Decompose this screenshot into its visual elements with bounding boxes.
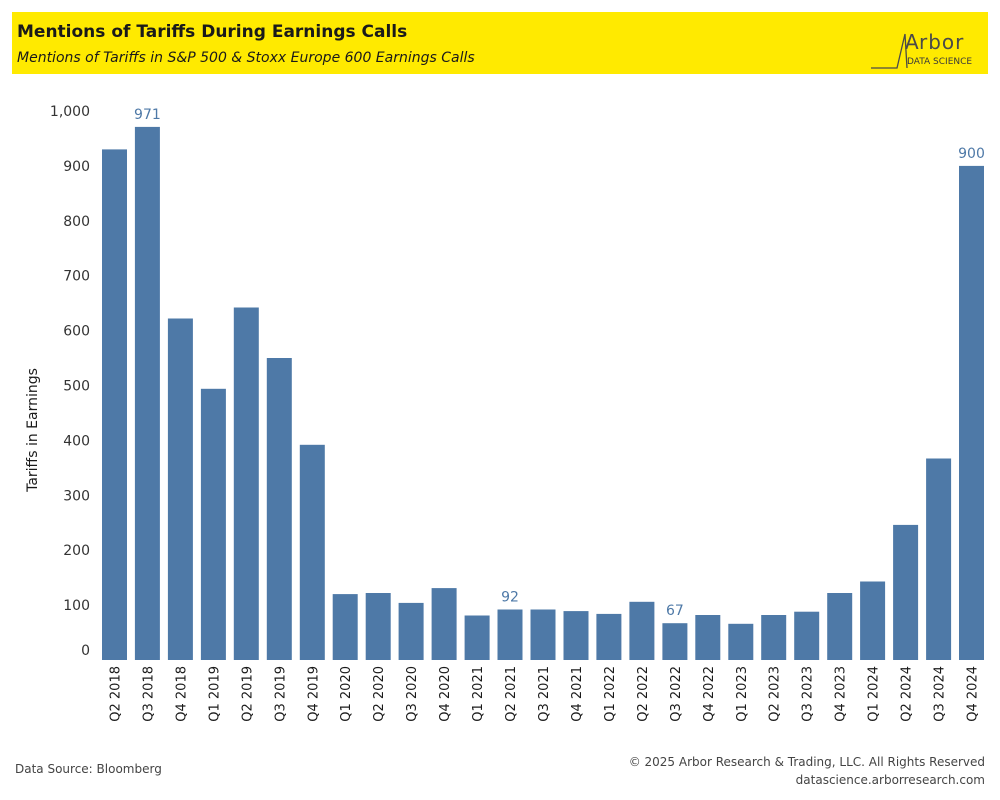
bar: [563, 611, 589, 660]
y-tick-label: 0: [81, 643, 90, 659]
bar: [827, 593, 853, 660]
bar: [365, 593, 391, 660]
chart-subtitle: Mentions of Tariffs in S&P 500 & Stoxx E…: [17, 50, 475, 66]
bar: [860, 581, 886, 660]
x-tick-label: Q1 2021: [471, 666, 486, 722]
bar: [332, 594, 358, 660]
bar: [794, 611, 820, 660]
bar: [926, 458, 952, 660]
data-source: Data Source: Bloomberg: [15, 762, 162, 776]
bar: [102, 149, 127, 660]
y-tick-label: 500: [63, 379, 90, 395]
x-tick-label: Q3 2020: [405, 666, 420, 722]
website-link[interactable]: datascience.arborresearch.com: [795, 773, 985, 787]
footer-credits: © 2025 Arbor Research & Trading, LLC. Al…: [629, 753, 985, 789]
x-tick-label: Q4 2022: [702, 666, 717, 722]
x-tick-label: Q2 2019: [240, 666, 255, 722]
x-tick-label: Q1 2024: [867, 666, 882, 722]
x-tick-label: Q2 2021: [504, 666, 519, 722]
x-tick-label: Q1 2020: [339, 666, 354, 722]
copyright-text: © 2025 Arbor Research & Trading, LLC. Al…: [628, 755, 985, 769]
bar: [431, 588, 457, 660]
bar: [497, 609, 523, 660]
arbor-logo: A rbor DATA SCIENCE: [871, 30, 972, 69]
y-tick-label: 300: [63, 488, 90, 504]
x-tick-label: Q2 2018: [109, 666, 124, 722]
data-label: 900: [958, 146, 985, 162]
x-tick-label: Q1 2022: [603, 666, 618, 722]
bar: [299, 444, 325, 660]
y-tick-label: 400: [63, 433, 90, 449]
bar-chart: Tariffs in Earnings 0 100 200 300 400 500 600 70…: [25, 104, 985, 722]
x-tick-label: Q4 2024: [966, 666, 981, 722]
x-tick-label: Q2 2022: [636, 666, 651, 722]
bar: [134, 126, 160, 660]
x-tick-label: Q3 2021: [537, 666, 552, 722]
data-label: 67: [666, 603, 684, 619]
header-banner: Mentions of Tariffs During Earnings Call…: [12, 12, 988, 74]
bar: [167, 318, 193, 660]
bar: [629, 601, 655, 660]
x-tick-label: Q1 2019: [207, 666, 222, 722]
bar: [530, 609, 556, 660]
bar: [695, 615, 721, 660]
x-tick-label: Q4 2019: [306, 666, 321, 722]
y-tick-label: 600: [63, 324, 90, 340]
y-tick-label: 700: [63, 269, 90, 285]
x-tick-label: Q3 2024: [933, 666, 948, 722]
x-tick-label: Q4 2020: [438, 666, 453, 722]
x-tick-label: Q3 2022: [669, 666, 684, 722]
x-tick-label: Q2 2023: [768, 666, 783, 722]
bar: [728, 623, 754, 660]
x-tick-label: Q4 2021: [570, 666, 585, 722]
data-label: 971: [134, 107, 161, 123]
y-axis-title: Tariffs in Earnings: [25, 368, 41, 493]
arbor-logo-tagline: DATA SCIENCE: [907, 57, 972, 67]
bar: [233, 307, 259, 660]
bar: [761, 615, 787, 660]
x-tick-label: Q1 2023: [735, 666, 750, 722]
arbor-logo-mark: [871, 33, 908, 69]
y-tick-label: 200: [63, 543, 90, 559]
chart-title: Mentions of Tariffs During Earnings Call…: [17, 22, 408, 42]
data-label: 92: [501, 590, 519, 606]
x-tick-label: Q3 2023: [801, 666, 816, 722]
x-tick-label: Q3 2019: [273, 666, 288, 722]
x-tick-label: Q4 2023: [834, 666, 849, 722]
bar: [662, 623, 688, 660]
bar: [893, 524, 919, 660]
x-tick-label: Q2 2020: [372, 666, 387, 722]
y-tick-label: 900: [63, 159, 90, 175]
y-tick-label: 800: [63, 214, 90, 230]
bar: [398, 602, 424, 660]
bar: [200, 388, 226, 660]
bar: [464, 615, 490, 660]
x-tick-label: Q4 2018: [174, 666, 189, 722]
x-tick-label: Q3 2018: [141, 666, 156, 722]
bar: [959, 165, 984, 660]
arbor-logo-letter: A: [905, 30, 919, 54]
y-tick-label: 1,000: [50, 104, 90, 120]
y-tick-label: 100: [63, 598, 90, 614]
x-tick-label: Q2 2024: [900, 666, 915, 722]
bar: [266, 358, 292, 660]
bar: [596, 613, 622, 660]
arbor-logo-name: rbor: [919, 30, 964, 54]
